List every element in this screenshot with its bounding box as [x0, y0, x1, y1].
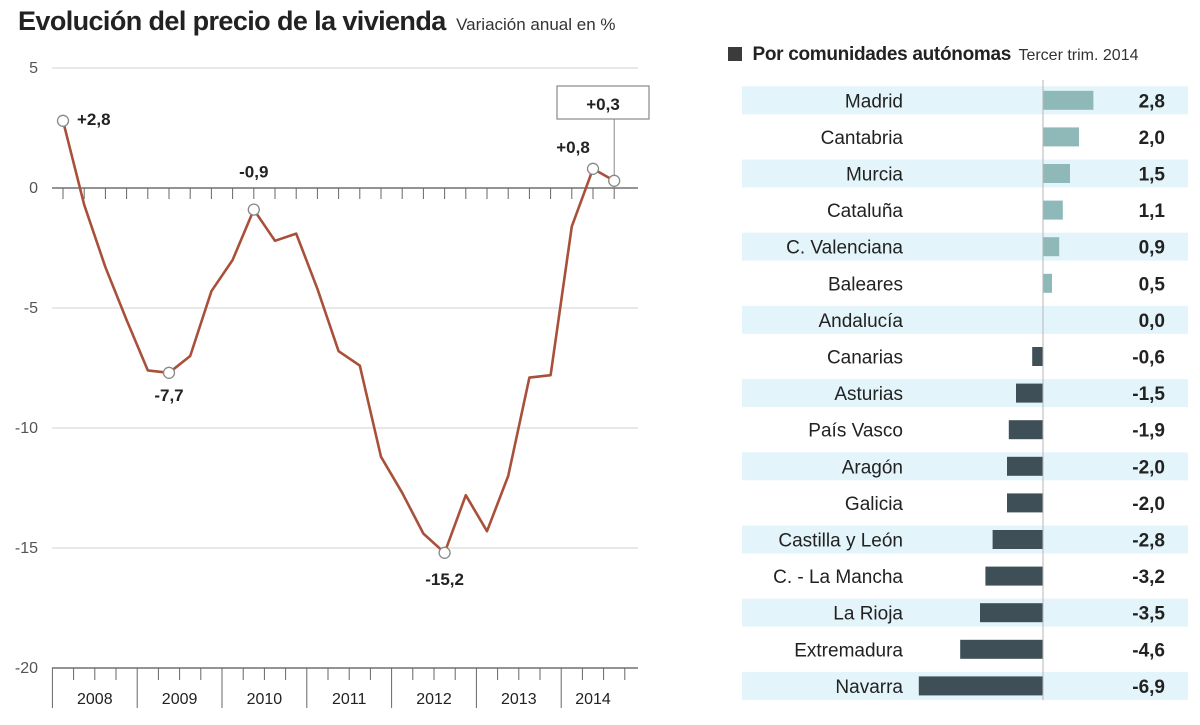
region-label-3: Cataluña	[827, 201, 903, 222]
value-label-7: -0,6	[1132, 348, 1165, 369]
x-year-label-2013: 2013	[501, 691, 537, 708]
value-label-4: 0,9	[1139, 238, 1165, 259]
region-label-6: Andalucía	[818, 311, 903, 332]
row-stripe-8	[742, 379, 1188, 408]
y-tick-label-4: -15	[15, 540, 38, 557]
value-label-15: -4,6	[1132, 640, 1165, 661]
bar-4	[1043, 237, 1060, 257]
bar-8	[1016, 383, 1043, 403]
region-label-10: Aragón	[842, 457, 903, 478]
bar-10	[1007, 456, 1043, 476]
data-point-marker-5	[608, 174, 621, 187]
bar-11	[1007, 493, 1043, 513]
data-point-marker-3	[438, 546, 451, 559]
region-label-2: Murcia	[846, 165, 903, 186]
value-label-16: -6,9	[1132, 677, 1165, 698]
line-chart-title: Evolución del precio de la vivienda	[18, 6, 446, 36]
bar-7	[1032, 347, 1043, 366]
bar-chart: Madrid 2,8 Cantabria 2,0 Murcia 1,5 Cataluña 1,…	[742, 80, 1188, 701]
bar-5	[1043, 273, 1052, 293]
line-chart-title-block: Evolución del precio de la vivienda Vari…	[18, 6, 616, 37]
region-label-16: Navarra	[835, 677, 903, 698]
bar-chart-title: Por comunidades autónomas	[752, 44, 1011, 65]
row-stripe-6	[742, 305, 1188, 334]
region-label-8: Asturias	[834, 384, 903, 405]
value-label-14: -3,5	[1132, 604, 1165, 625]
value-label-1: 2,0	[1139, 128, 1165, 149]
x-year-label-2009: 2009	[162, 691, 198, 708]
row-stripe-12	[742, 525, 1188, 554]
value-label-3: 1,1	[1139, 201, 1166, 222]
value-label-6: 0,0	[1139, 311, 1165, 332]
bar-1	[1043, 127, 1079, 147]
row-stripe-0	[742, 86, 1188, 115]
region-label-15: Extremadura	[794, 640, 903, 661]
value-label-13: -3,2	[1132, 567, 1165, 588]
region-label-5: Baleares	[828, 274, 903, 295]
region-label-11: Galicia	[845, 494, 904, 515]
region-label-12: Castilla y León	[778, 531, 903, 552]
data-label-2: -0,9	[239, 163, 268, 182]
line-chart: 5 0 -5 -10 -15 -20 2008 2009 2010 2011 2012 2013 201…	[15, 60, 650, 708]
callout-box	[556, 85, 650, 120]
row-stripe-4	[742, 232, 1188, 261]
bar-9	[1008, 420, 1043, 440]
data-label-1: -7,7	[154, 386, 183, 405]
region-label-14: La Rioja	[833, 604, 903, 625]
region-label-13: C. - La Mancha	[773, 567, 903, 588]
data-label-4: +0,8	[556, 138, 590, 157]
data-point-marker-4	[586, 162, 600, 175]
bar-13	[985, 566, 1043, 586]
data-label-5: +0,3	[586, 95, 620, 114]
region-label-4: C. Valenciana	[786, 238, 903, 259]
x-year-label-2011: 2011	[332, 691, 367, 708]
value-label-12: -2,8	[1132, 531, 1165, 552]
bar-16	[918, 676, 1043, 696]
y-tick-label-2: -5	[24, 300, 38, 317]
region-label-9: País Vasco	[808, 421, 903, 442]
value-label-9: -1,9	[1132, 421, 1165, 442]
value-label-8: -1,5	[1132, 384, 1165, 405]
data-label-0: +2,8	[77, 110, 111, 129]
legend-square-icon	[728, 47, 742, 61]
y-tick-label-5: -20	[15, 660, 38, 677]
y-tick-label-1: 0	[29, 180, 38, 197]
price-series-line	[61, 119, 616, 555]
value-label-11: -2,0	[1132, 494, 1165, 515]
y-tick-label-0: 5	[29, 60, 38, 77]
data-point-marker-0	[56, 114, 70, 127]
row-stripe-2	[742, 159, 1188, 188]
x-year-label-2010: 2010	[247, 691, 283, 708]
row-stripe-10	[742, 452, 1188, 481]
value-label-0: 2,8	[1139, 91, 1165, 112]
bar-chart-subtitle: Tercer trim. 2014	[1018, 47, 1139, 64]
region-label-0: Madrid	[845, 91, 903, 112]
bar-15	[960, 639, 1043, 659]
x-year-label-2012: 2012	[416, 691, 452, 708]
row-stripe-14	[742, 598, 1188, 627]
data-point-marker-1	[162, 366, 176, 379]
line-chart-subtitle: Variación anual en %	[456, 15, 616, 34]
value-label-10: -2,0	[1132, 457, 1165, 478]
bar-chart-title-block: Por comunidades autónomas Tercer trim. 2…	[728, 44, 1139, 66]
region-label-1: Cantabria	[821, 128, 904, 149]
x-year-label-2008: 2008	[77, 691, 113, 708]
value-label-5: 0,5	[1139, 274, 1166, 295]
region-label-7: Canarias	[827, 348, 903, 369]
bar-3	[1043, 200, 1063, 220]
data-point-marker-2	[247, 203, 260, 216]
bar-2	[1043, 164, 1070, 183]
bar-14	[980, 603, 1043, 623]
bar-12	[992, 530, 1043, 549]
data-label-3: -15,2	[425, 570, 464, 589]
x-year-label-2014: 2014	[575, 691, 611, 708]
value-label-2: 1,5	[1139, 165, 1166, 186]
y-tick-label-3: -10	[15, 420, 38, 437]
bar-0	[1043, 90, 1094, 110]
